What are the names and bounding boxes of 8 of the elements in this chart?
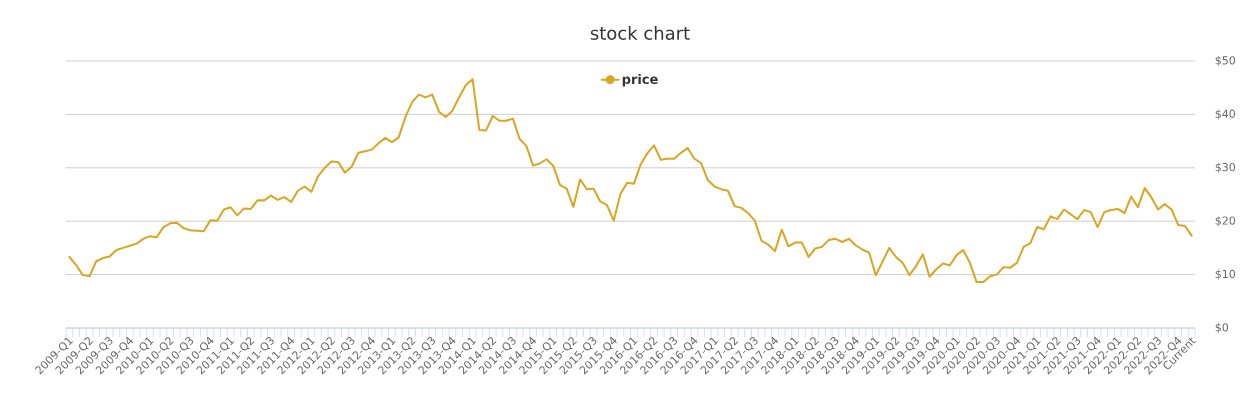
y-tick-label: $10	[1215, 269, 1236, 280]
y-tick-label: $20	[1215, 216, 1236, 227]
y-tick-label: $40	[1215, 109, 1236, 120]
chart-title: stock chart	[590, 26, 690, 40]
y-tick-label: $30	[1215, 162, 1236, 173]
legend-label: price	[622, 74, 658, 87]
y-tick-label: $50	[1215, 56, 1236, 66]
y-tick-label: $0	[1215, 323, 1229, 333]
